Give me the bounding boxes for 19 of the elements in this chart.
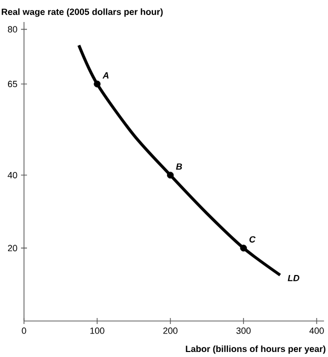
y-tick-label: 80: [8, 26, 18, 32]
y-tick-label: 40: [8, 172, 18, 178]
point: [94, 80, 101, 88]
x-tick-label: 100: [90, 328, 104, 334]
x-tick-label: 0: [22, 328, 26, 334]
point: [166, 172, 174, 179]
y-axis-title: Real wage rate (2005 dollars per hour): [2, 8, 163, 17]
annotation: A: [102, 72, 109, 78]
series-label: LD: [288, 274, 300, 282]
x-tick-label: 200: [163, 328, 178, 334]
x-tick-label: 400: [309, 328, 324, 334]
line-series: [77, 44, 282, 277]
annotation: B: [176, 163, 182, 170]
point: [240, 244, 247, 252]
annotation: C: [249, 236, 256, 243]
y-tick-label: 65: [8, 80, 18, 88]
y-tick-label: 20: [8, 244, 18, 252]
x-tick-label: 300: [236, 328, 251, 334]
x-axis-title: Labor (billions of hours per year): [186, 345, 326, 354]
